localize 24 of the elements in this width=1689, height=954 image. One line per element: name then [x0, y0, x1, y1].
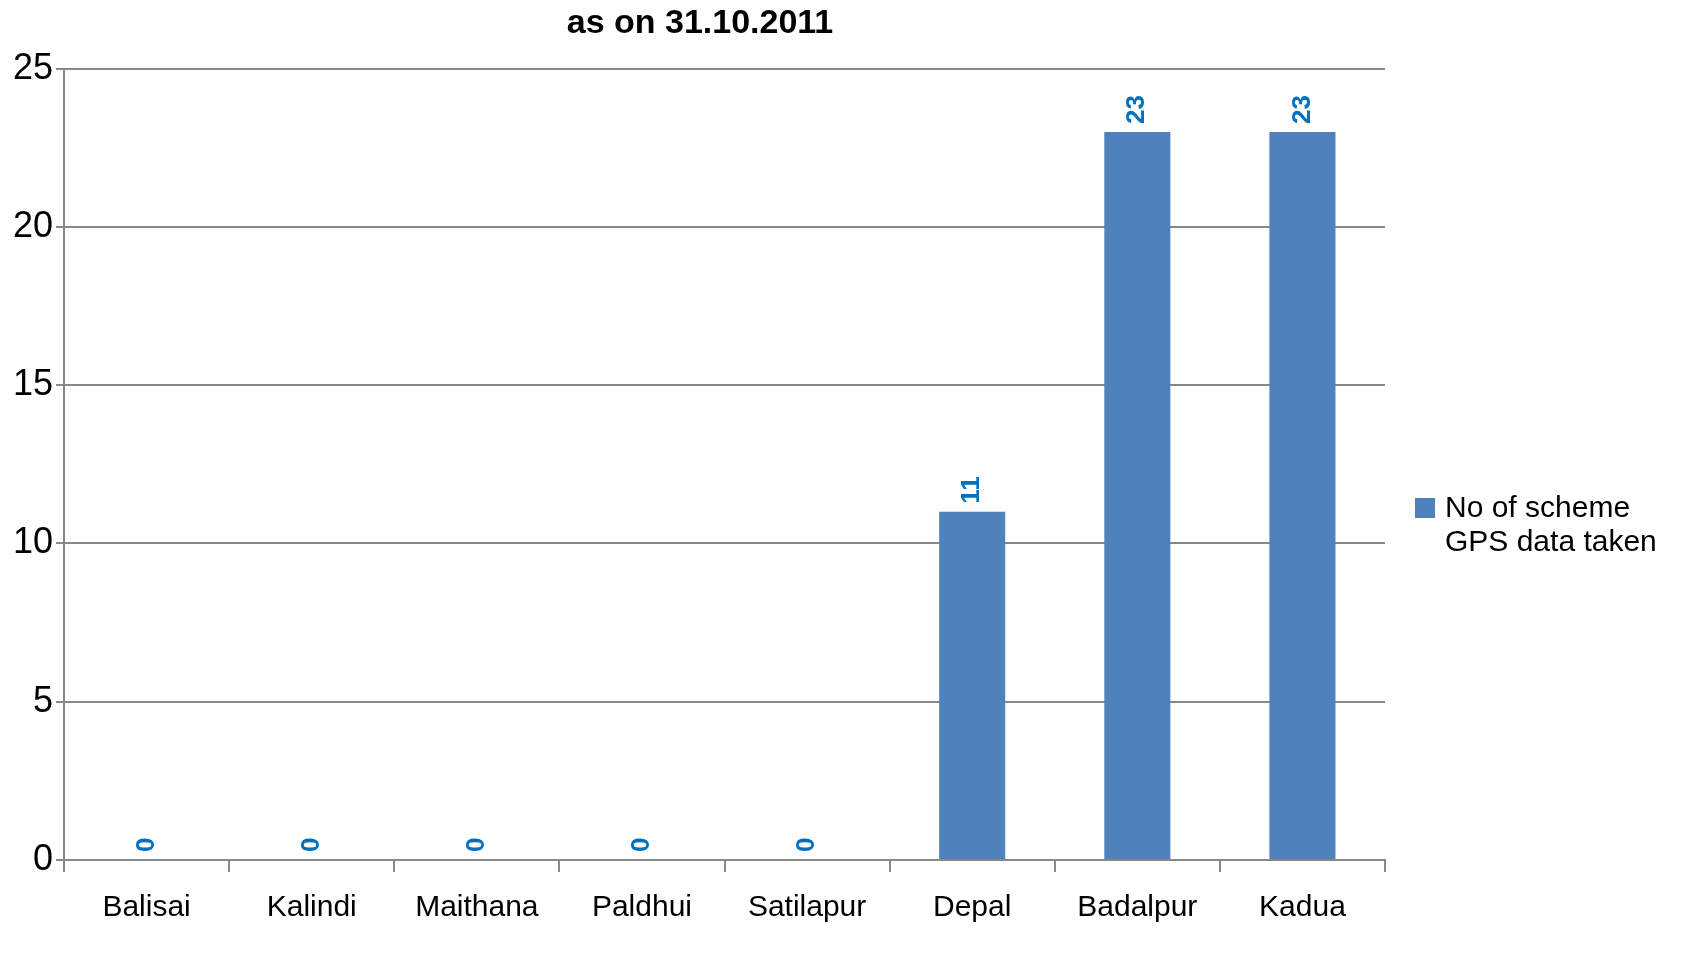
data-label: 23	[1120, 94, 1151, 124]
y-tick-label: 15	[13, 362, 54, 404]
y-tick-label: 25	[13, 45, 54, 87]
data-label: 0	[790, 837, 821, 852]
data-label: 0	[294, 837, 325, 852]
x-tick-label: Satilapur	[747, 889, 867, 923]
data-label: 0	[460, 837, 491, 852]
x-tick-label: Depal	[933, 889, 1012, 923]
y-tick-label: 10	[13, 520, 54, 562]
x-tick-label: Balisai	[102, 889, 191, 923]
y-tick-label: 20	[13, 203, 54, 245]
data-label: 23	[1285, 94, 1316, 124]
x-tick-label: Kalindi	[266, 889, 357, 923]
y-tick-label: 5	[33, 678, 54, 720]
x-tick-label: Badalpur	[1077, 889, 1198, 923]
data-label: 0	[625, 837, 656, 852]
x-tick-label: Paldhui	[591, 889, 692, 923]
legend-label: No of scheme GPS data taken	[1445, 490, 1658, 558]
chart-title: as on 31.10.2011	[565, 2, 835, 41]
y-tick-label: 0	[33, 836, 54, 878]
x-tick-label: Maithana	[415, 889, 539, 923]
data-label: 11	[955, 476, 986, 504]
data-label: 0	[129, 837, 160, 852]
x-tick-label: Kadua	[1259, 889, 1347, 923]
